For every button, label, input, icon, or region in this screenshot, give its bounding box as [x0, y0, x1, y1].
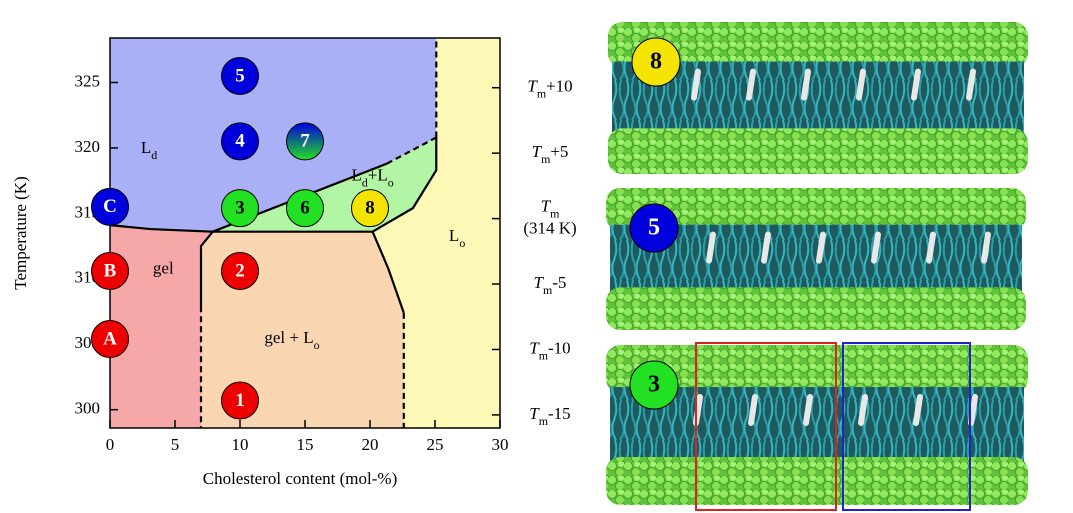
snapshot-label: 3 — [648, 372, 660, 398]
x-tick-label: 25 — [427, 435, 444, 454]
x-tick-label: 5 — [171, 435, 180, 454]
cholesterol — [819, 235, 823, 261]
membrane-bottom — [606, 457, 1028, 505]
region-label: gel — [153, 259, 174, 278]
y-tick-label: 300 — [75, 399, 101, 418]
membrane-bottom — [608, 128, 1028, 174]
state-label: 1 — [235, 390, 245, 411]
state-label: 4 — [235, 131, 245, 152]
phase-region — [110, 225, 213, 428]
y2-tick-label: Tm-10 — [529, 338, 570, 362]
cholesterol — [804, 72, 808, 98]
label-part: o — [314, 338, 320, 352]
label-part: L — [351, 166, 361, 185]
label-part: L — [141, 138, 151, 157]
cholesterol — [971, 397, 975, 423]
state-label: 7 — [300, 131, 310, 152]
state-label: 6 — [300, 197, 310, 218]
cholesterol — [764, 235, 768, 261]
x-axis-label: Cholesterol content (mol-%) — [203, 469, 398, 488]
state-label: 2 — [235, 260, 245, 281]
y-tick-label: 325 — [75, 71, 101, 90]
y-axis-label: Temperature (K) — [11, 176, 30, 290]
cholesterol — [806, 397, 810, 423]
label-part: (314 K) — [523, 219, 576, 238]
y-tick-label: 320 — [75, 137, 101, 156]
snapshot-label: 8 — [650, 49, 662, 75]
state-label: C — [103, 196, 117, 217]
label-part: +5 — [550, 142, 568, 161]
cholesterol — [914, 72, 918, 98]
label-part: -5 — [552, 273, 566, 292]
cholesterol — [916, 397, 920, 423]
label-part: -15 — [548, 404, 571, 423]
y2-tick-label: Tm+5 — [532, 142, 569, 166]
y2-tick-label: (314 K) — [523, 219, 576, 238]
x-tick-label: 0 — [106, 435, 115, 454]
x-tick-label: 20 — [362, 435, 379, 454]
state-label: 3 — [235, 197, 245, 218]
state-label: B — [104, 260, 117, 281]
y2-tick-label: Tm-5 — [534, 273, 567, 297]
label-part: +10 — [546, 77, 573, 96]
x-tick-label: 30 — [492, 435, 509, 454]
cholesterol — [694, 72, 698, 98]
cholesterol — [874, 235, 878, 261]
label-part: o — [388, 175, 394, 189]
label-part: -10 — [548, 338, 571, 357]
cholesterol — [984, 235, 988, 261]
cholesterol — [859, 72, 863, 98]
state-label: A — [103, 328, 117, 349]
label-part: gel + L — [264, 328, 313, 347]
snapshot-label: 5 — [648, 215, 660, 241]
x-tick-label: 15 — [297, 435, 314, 454]
label-part: +L — [368, 166, 388, 185]
label-part: o — [459, 236, 465, 250]
label-part: L — [449, 226, 459, 245]
cholesterol — [749, 72, 753, 98]
figure: Cholesterol content (mol-%) Temperature … — [0, 0, 1073, 513]
y2-tick-label: Tm — [541, 197, 560, 221]
state-label: 8 — [365, 197, 375, 218]
cholesterol — [709, 235, 713, 261]
y2-tick-label: Tm+10 — [527, 77, 572, 101]
label-part: gel — [153, 259, 174, 278]
cholesterol — [751, 397, 755, 423]
y2-tick-label: Tm-15 — [529, 404, 570, 428]
cholesterol — [861, 397, 865, 423]
membrane-bottom — [606, 287, 1026, 330]
state-label: 5 — [235, 65, 245, 86]
label-part: d — [151, 148, 157, 162]
x-tick-label: 10 — [232, 435, 249, 454]
cholesterol — [929, 235, 933, 261]
cholesterol — [969, 72, 973, 98]
